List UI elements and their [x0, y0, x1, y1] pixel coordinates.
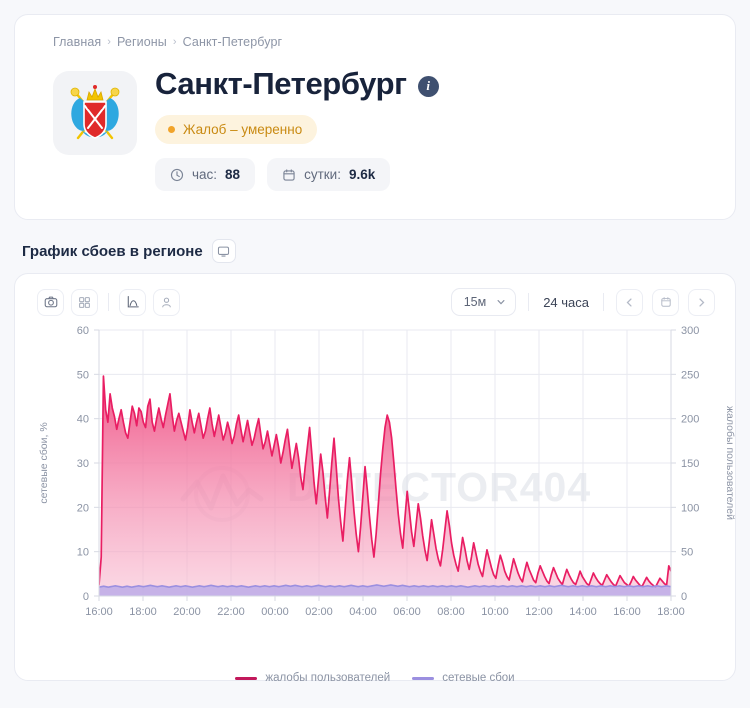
- next-period-button[interactable]: [688, 288, 715, 316]
- chart-series: [99, 375, 671, 596]
- breadcrumb-item-regions[interactable]: Регионы: [117, 35, 167, 49]
- legend-label-complaints: жалобы пользователей: [265, 672, 391, 684]
- legend-swatch: [412, 676, 435, 680]
- plot-area[interactable]: DETECTOR404 0 10 20 30 40 50 60 0 50 100 150 200 250…: [25, 318, 736, 670]
- svg-text:14:00: 14:00: [569, 606, 597, 618]
- svg-text:сетевые сбои, %: сетевые сбои, %: [38, 422, 50, 503]
- calendar-button[interactable]: [652, 288, 679, 316]
- stat-chip-day-label: сутки:: [304, 167, 341, 183]
- prev-period-button[interactable]: [616, 288, 643, 316]
- svg-text:300: 300: [681, 325, 699, 337]
- svg-text:50: 50: [77, 369, 89, 381]
- svg-text:50: 50: [681, 547, 693, 559]
- breadcrumb-item-current: Санкт-Петербург: [182, 35, 283, 49]
- monitor-icon[interactable]: [211, 239, 236, 263]
- chart-toolbar: 15м 24 часа: [25, 286, 725, 318]
- svg-text:0: 0: [681, 591, 687, 603]
- breadcrumb-separator: ›: [107, 36, 112, 48]
- svg-text:10:00: 10:00: [481, 606, 509, 618]
- svg-text:100: 100: [681, 502, 699, 514]
- chart-legend: жалобы пользователей сетевые сбои: [25, 672, 725, 684]
- svg-text:200: 200: [681, 414, 699, 426]
- legend-label-outages: сетевые сбои: [442, 672, 515, 684]
- stat-chip-hour[interactable]: час: 88: [155, 158, 256, 192]
- svg-text:30: 30: [77, 458, 89, 470]
- chart-curve-icon: [127, 296, 139, 308]
- svg-text:20: 20: [77, 502, 89, 514]
- person-icon: [162, 297, 171, 307]
- region-hero: Санкт-Петербург i Жалоб – умеренно час:: [53, 65, 715, 192]
- chart-card: 15м 24 часа: [14, 273, 736, 684]
- interval-select-value: 15м: [463, 295, 487, 309]
- legend-item-complaints[interactable]: жалобы пользователей: [235, 672, 390, 684]
- stat-chip-hour-value: 88: [225, 167, 241, 183]
- svg-text:02:00: 02:00: [305, 606, 333, 618]
- chart-toolbar-right: 15м 24 часа: [450, 288, 715, 316]
- region-hero-info: Санкт-Петербург i Жалоб – умеренно час:: [155, 65, 439, 192]
- chevron-right-icon: [699, 297, 705, 307]
- svg-text:150: 150: [681, 458, 699, 470]
- status-badge: Жалоб – умеренно: [155, 115, 318, 145]
- stat-chip-day-value: 9.6k: [348, 167, 376, 183]
- info-icon[interactable]: i: [417, 75, 439, 97]
- svg-text:12:00: 12:00: [525, 606, 553, 618]
- chevron-down-icon: [497, 300, 505, 305]
- outage-chart[interactable]: DETECTOR404 0102030405060050100150200250…: [25, 318, 750, 638]
- breadcrumb-item-home[interactable]: Главная: [53, 35, 102, 49]
- breadcrumb-separator: ›: [172, 36, 177, 48]
- svg-text:06:00: 06:00: [393, 606, 421, 618]
- coat-of-arms-icon: [70, 85, 120, 140]
- legend-swatch: [235, 676, 258, 680]
- chart-section-title: График сбоев в регионе: [22, 242, 203, 260]
- svg-text:18:00: 18:00: [129, 606, 157, 618]
- svg-text:08:00: 08:00: [437, 606, 465, 618]
- svg-text:22:00: 22:00: [217, 606, 245, 618]
- chevron-left-icon: [626, 297, 632, 307]
- svg-text:20:00: 20:00: [173, 606, 201, 618]
- chart-toolbar-left: [37, 288, 180, 316]
- clock-icon: [170, 168, 184, 181]
- toolbar-divider: [108, 293, 109, 311]
- status-badge-label: Жалоб – умеренно: [183, 122, 303, 138]
- status-dot-icon: [168, 126, 175, 134]
- svg-text:0: 0: [83, 591, 89, 603]
- grid-icon: [79, 296, 90, 308]
- svg-text:10: 10: [77, 547, 89, 559]
- chart-type-button[interactable]: [119, 288, 146, 316]
- svg-text:60: 60: [77, 325, 89, 337]
- toolbar-divider: [528, 293, 530, 311]
- stat-chips: час: 88 сутки: 9.6k: [155, 158, 439, 192]
- region-emblem: [53, 71, 137, 155]
- range-label: 24 часа: [543, 294, 589, 310]
- user-button[interactable]: [153, 288, 180, 316]
- svg-text:жалобы пользователей: жалобы пользователей: [724, 406, 736, 520]
- toolbar-divider: [603, 293, 604, 311]
- camera-icon: [44, 296, 57, 308]
- interval-select[interactable]: 15м: [450, 288, 517, 316]
- svg-text:04:00: 04:00: [349, 606, 377, 618]
- page-title: Санкт-Петербург: [155, 66, 407, 101]
- region-header-card: Главная › Регионы › Санкт-Петербург: [14, 14, 736, 220]
- svg-text:00:00: 00:00: [261, 606, 289, 618]
- chart-section-header: График сбоев в регионе: [22, 239, 736, 263]
- legend-item-outages[interactable]: сетевые сбои: [412, 672, 515, 684]
- svg-text:16:00: 16:00: [85, 606, 113, 618]
- calendar-icon: [283, 168, 295, 181]
- title-row: Санкт-Петербург i: [155, 66, 439, 101]
- grid-button[interactable]: [71, 288, 98, 316]
- breadcrumb: Главная › Регионы › Санкт-Петербург: [53, 35, 715, 49]
- svg-text:16:00: 16:00: [613, 606, 641, 618]
- svg-text:18:00: 18:00: [657, 606, 685, 618]
- stat-chip-day[interactable]: сутки: 9.6k: [267, 158, 391, 192]
- monitor-glyph-icon: [218, 246, 230, 257]
- svg-text:250: 250: [681, 369, 699, 381]
- screenshot-button[interactable]: [37, 288, 64, 316]
- chart-axes: 0 10 20 30 40 50 60 0 50 100 150 200 250 300 16:00 18:0…: [38, 325, 736, 618]
- svg-text:40: 40: [77, 414, 89, 426]
- stat-chip-hour-label: час:: [192, 167, 218, 183]
- calendar-icon: [660, 297, 671, 307]
